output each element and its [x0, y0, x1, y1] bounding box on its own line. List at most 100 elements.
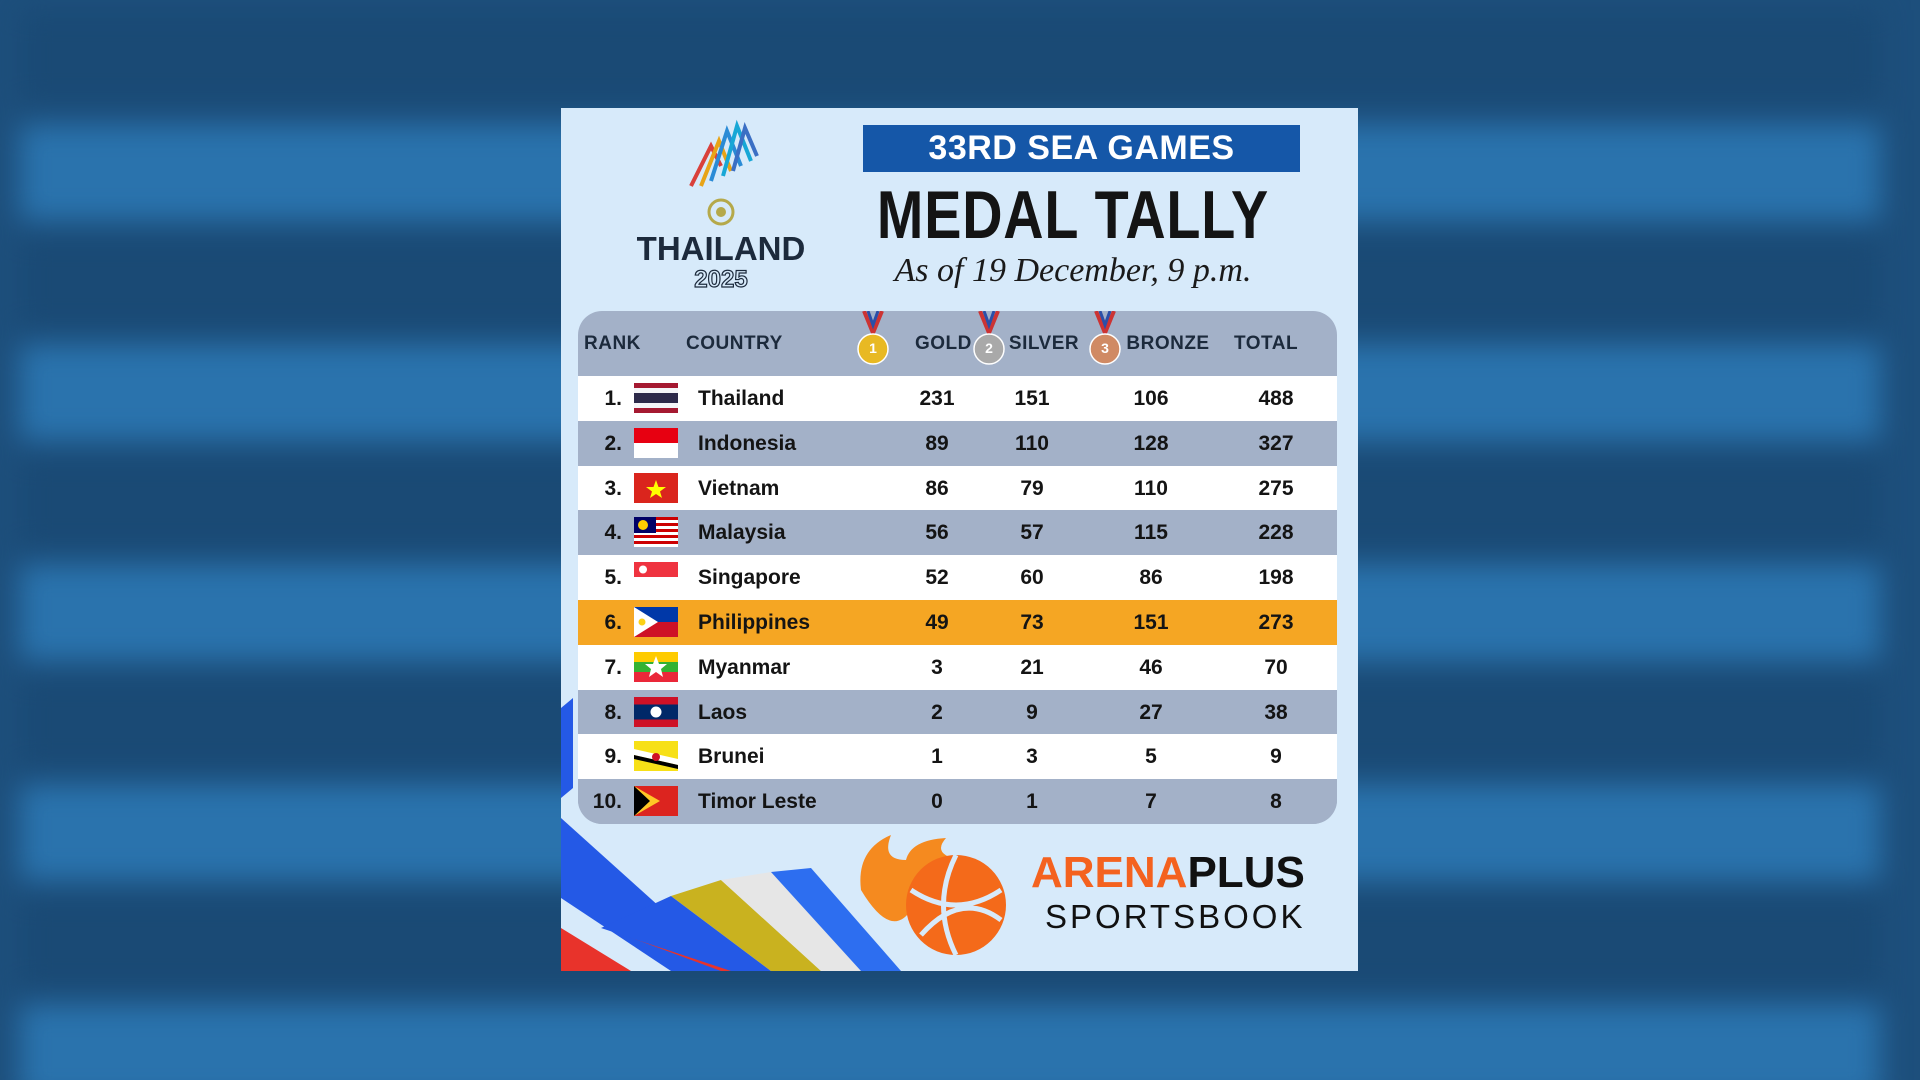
- flag-graphic: [634, 786, 678, 817]
- medal-icon: 1: [856, 311, 890, 371]
- table-cell: 57: [1020, 521, 1044, 545]
- table-cell: 327: [1258, 431, 1294, 455]
- table-cell: 1: [1026, 790, 1038, 814]
- table-cell: 3: [931, 655, 943, 679]
- medal-graphic: [857, 311, 889, 365]
- table-cell: 128: [1133, 431, 1169, 455]
- column-header: TOTAL: [1234, 333, 1299, 354]
- table-cell: 110: [1015, 431, 1049, 455]
- column-header: COUNTRY: [686, 333, 783, 354]
- table-cell: 60: [1020, 566, 1044, 590]
- table-cell: 2: [931, 700, 943, 724]
- table-cell: 8: [1270, 790, 1282, 814]
- flag: [634, 607, 678, 642]
- table-row: 4. Malaysia 56 57 115 228: [578, 510, 1337, 556]
- table-cell: Thailand: [698, 387, 785, 410]
- flag: [634, 383, 678, 418]
- table-cell: 46: [1139, 655, 1163, 679]
- table-cell: 115: [1134, 521, 1168, 545]
- flag-graphic: [634, 696, 678, 727]
- table-cell: 10.: [592, 790, 622, 814]
- table-cell: 9: [1026, 700, 1038, 724]
- table-cell: 4.: [604, 521, 622, 545]
- table-cell: Brunei: [698, 745, 765, 769]
- flag: [634, 741, 678, 776]
- table-row: 1. Thailand 231 151 106 488: [578, 376, 1337, 421]
- table-cell: 7.: [604, 655, 622, 679]
- table-cell: 275: [1258, 476, 1294, 500]
- table-cell: 8.: [604, 700, 622, 724]
- table-cell: 3.: [604, 476, 622, 500]
- flag: [634, 472, 678, 508]
- medal-number: 1: [869, 340, 877, 356]
- games-logo: [689, 119, 759, 226]
- table-cell: 5.: [604, 566, 622, 590]
- table-row: 10. Timor Leste 0 1 7 8: [578, 779, 1337, 824]
- table-cell: 49: [925, 611, 949, 634]
- flag-graphic: [634, 472, 678, 503]
- table-cell: Myanmar: [698, 655, 791, 679]
- table-row: 9. Brunei 1 3 5 9: [578, 734, 1337, 780]
- table-cell: 106: [1133, 387, 1169, 410]
- table-cell: 2.: [604, 431, 622, 455]
- table-row: 8. Laos 2 9 27 38: [578, 689, 1337, 735]
- flag-graphic: [634, 383, 678, 413]
- table-cell: 151: [1014, 387, 1050, 410]
- table-cell: 5: [1145, 745, 1157, 769]
- table-cell: 273: [1258, 611, 1294, 634]
- flag: [634, 427, 678, 463]
- subtitle: As of 19 December, 9 p.m.: [894, 252, 1252, 289]
- title: MEDAL TALLY: [876, 177, 1270, 253]
- medal-graphic: [1089, 311, 1121, 365]
- sponsor-tagline: SPORTSBOOK: [1045, 898, 1306, 935]
- table-cell: 86: [925, 476, 949, 500]
- table-cell: 86: [1139, 566, 1163, 590]
- table-row: 3. Vietnam 86 79 110 275: [578, 465, 1337, 511]
- medal-icon: 3: [1088, 311, 1122, 371]
- banner: 33RD SEA GAMES: [863, 125, 1300, 172]
- medal-number: 3: [1101, 340, 1109, 356]
- table-cell: Indonesia: [698, 431, 797, 455]
- table-cell: 52: [925, 566, 949, 590]
- table-cell: 9.: [604, 745, 622, 769]
- table-cell: 488: [1258, 387, 1294, 410]
- table-cell: 0: [931, 790, 943, 814]
- column-header: SILVER: [1008, 333, 1080, 354]
- stripes-decoration: [561, 698, 901, 971]
- table-cell: 56: [925, 521, 949, 545]
- table-cell: Timor Leste: [698, 790, 817, 814]
- flag-graphic: [634, 517, 678, 548]
- table-row: 6. Philippines 49 73 151 273: [578, 600, 1337, 645]
- logo-year: 2025: [694, 265, 749, 293]
- medal-number: 2: [985, 340, 993, 356]
- table-cell: 228: [1258, 521, 1294, 545]
- brand-b: PLUS: [1187, 848, 1305, 897]
- table-row: 7. Myanmar 3 21 46 70: [578, 644, 1337, 690]
- table-cell: 70: [1264, 655, 1288, 679]
- table-cell: Philippines: [698, 611, 811, 634]
- medal-table: RANK COUNTRY GOLD SILVER BRONZE TOTAL 1 2 3 1. Tha…: [578, 311, 1337, 824]
- flag-graphic: [634, 562, 678, 593]
- table-cell: 198: [1258, 566, 1294, 590]
- logo-name: THAILAND: [636, 230, 806, 267]
- flag-graphic: [634, 607, 678, 637]
- table-row: 5. Singapore 52 60 86 198: [578, 555, 1337, 601]
- table-cell: 27: [1139, 700, 1163, 724]
- table-cell: 110: [1134, 476, 1168, 500]
- brand-a: ARENA: [1031, 848, 1188, 897]
- table-cell: 1.: [604, 387, 622, 410]
- table-cell: 1: [931, 745, 943, 769]
- medal-graphic: [973, 311, 1005, 365]
- sponsor-ball: [860, 835, 1006, 957]
- table-cell: 151: [1133, 611, 1169, 634]
- flag-graphic: [634, 651, 678, 682]
- table-cell: Singapore: [698, 566, 801, 590]
- table-cell: 9: [1270, 745, 1282, 769]
- table-cell: 89: [925, 431, 949, 455]
- table-cell: 21: [1020, 655, 1044, 679]
- flag: [634, 786, 678, 821]
- table-cell: Malaysia: [698, 521, 786, 545]
- column-header: GOLD: [915, 333, 972, 354]
